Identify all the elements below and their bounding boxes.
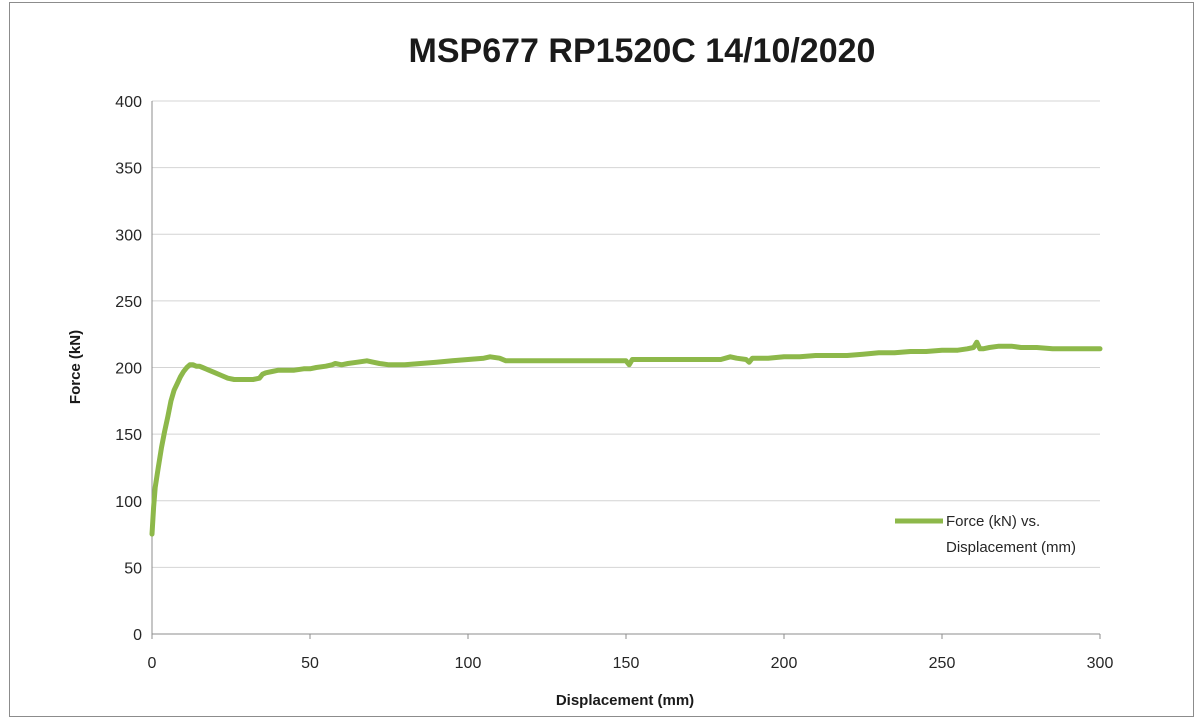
- y-tick-label: 300: [115, 227, 142, 244]
- y-tick-label: 250: [115, 294, 142, 311]
- y-tick-label: 100: [115, 494, 142, 511]
- y-axis-title: Force (kN): [67, 330, 84, 404]
- y-tick-label: 50: [124, 560, 142, 577]
- chart-title: MSP677 RP1520C 14/10/2020: [409, 32, 876, 70]
- series-layer: [149, 339, 1103, 537]
- x-axis-title: Displacement (mm): [556, 692, 694, 709]
- series-line: [149, 339, 1103, 537]
- x-tick-label: 0: [148, 655, 157, 672]
- x-tick-label: 300: [1087, 655, 1114, 672]
- y-tick-label: 350: [115, 161, 142, 178]
- x-tick-label: 100: [455, 655, 482, 672]
- x-tick-labels: 0 50 100 150 200 250 300: [148, 634, 1114, 672]
- y-tick-label: 200: [115, 361, 142, 378]
- y-tick-label: 150: [115, 427, 142, 444]
- legend-label: Force (kN) vs. Displacement (mm): [946, 513, 1076, 556]
- gridlines: [152, 100, 1100, 568]
- y-tick-labels: 0 50 100 150 200 250 300 350 400: [115, 94, 142, 644]
- y-tick-label: 0: [133, 627, 142, 644]
- x-tick-label: 200: [771, 655, 798, 672]
- legend: Force (kN) vs. Displacement (mm): [895, 513, 1076, 556]
- x-tick-label: 150: [613, 655, 640, 672]
- x-tick-label: 50: [301, 655, 319, 672]
- y-tick-label: 400: [115, 94, 142, 111]
- x-tick-label: 250: [929, 655, 956, 672]
